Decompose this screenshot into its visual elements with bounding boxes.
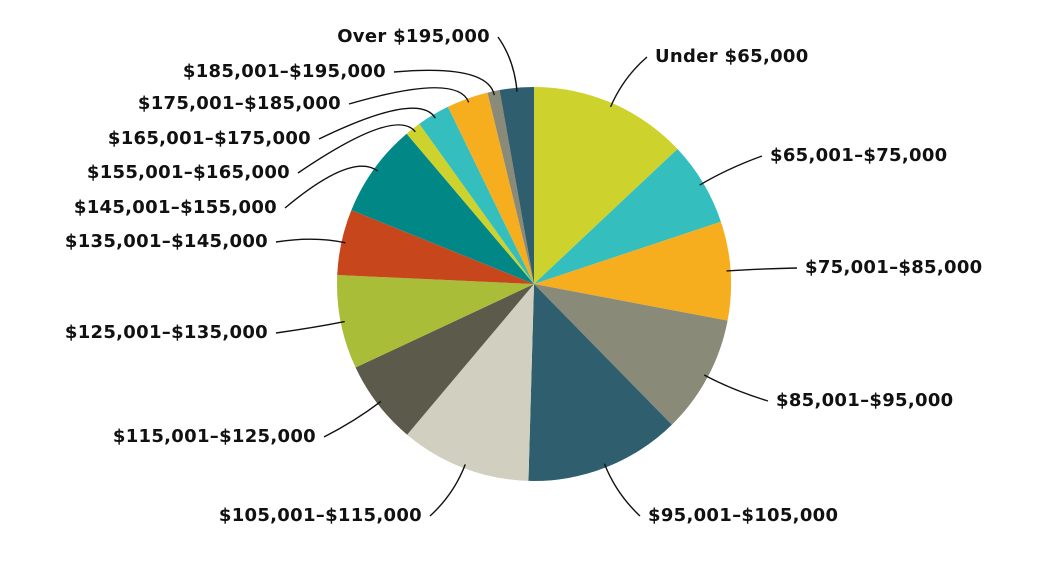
slice-label: $165,001–$175,000 bbox=[108, 128, 311, 149]
pie-slice bbox=[419, 106, 534, 285]
slice-label: $135,001–$145,000 bbox=[65, 231, 268, 252]
leader-line bbox=[603, 463, 641, 517]
slice-label: $185,001–$195,000 bbox=[183, 61, 386, 82]
slice-label: $145,001–$155,000 bbox=[74, 197, 277, 218]
slice-label: Over $195,000 bbox=[337, 26, 490, 47]
pie-slice bbox=[447, 92, 534, 284]
pie-slice bbox=[528, 284, 672, 481]
leader-line bbox=[429, 464, 466, 517]
pie-slice bbox=[534, 87, 678, 284]
pie-slice bbox=[534, 149, 721, 284]
pie-slice bbox=[337, 275, 534, 368]
leader-line bbox=[609, 56, 648, 108]
pie-slice bbox=[407, 284, 534, 481]
leader-line bbox=[348, 87, 470, 105]
pie-slice bbox=[337, 210, 534, 284]
pie-slice bbox=[499, 87, 534, 284]
leader-line bbox=[318, 107, 436, 140]
slice-label: $175,001–$185,000 bbox=[138, 93, 341, 114]
leader-line bbox=[726, 267, 798, 272]
leader-line bbox=[284, 165, 379, 209]
leader-line bbox=[275, 238, 346, 244]
slice-label: $65,001–$75,000 bbox=[770, 145, 947, 166]
leader-line bbox=[699, 155, 763, 186]
pie-slice bbox=[351, 133, 534, 284]
pie-slice bbox=[534, 221, 731, 321]
slice-label: $115,001–$125,000 bbox=[113, 426, 316, 447]
pie-slice bbox=[406, 123, 534, 285]
slice-label: $95,001–$105,000 bbox=[648, 505, 838, 526]
leader-line bbox=[497, 36, 518, 92]
slice-label: $75,001–$85,000 bbox=[805, 257, 982, 278]
leader-line bbox=[323, 400, 382, 438]
slice-label: $125,001–$135,000 bbox=[65, 322, 268, 343]
slice-label: $85,001–$95,000 bbox=[776, 390, 953, 411]
slice-label: Under $65,000 bbox=[655, 46, 809, 67]
leader-line bbox=[297, 124, 416, 174]
leader-line bbox=[275, 320, 345, 334]
pie-slice bbox=[487, 90, 534, 285]
leader-line bbox=[393, 69, 495, 96]
slice-label: $155,001–$165,000 bbox=[87, 162, 290, 183]
slice-label: $105,001–$115,000 bbox=[219, 505, 422, 526]
leader-line bbox=[703, 374, 769, 402]
pie-slice bbox=[355, 284, 534, 435]
pie-slice bbox=[534, 284, 728, 425]
